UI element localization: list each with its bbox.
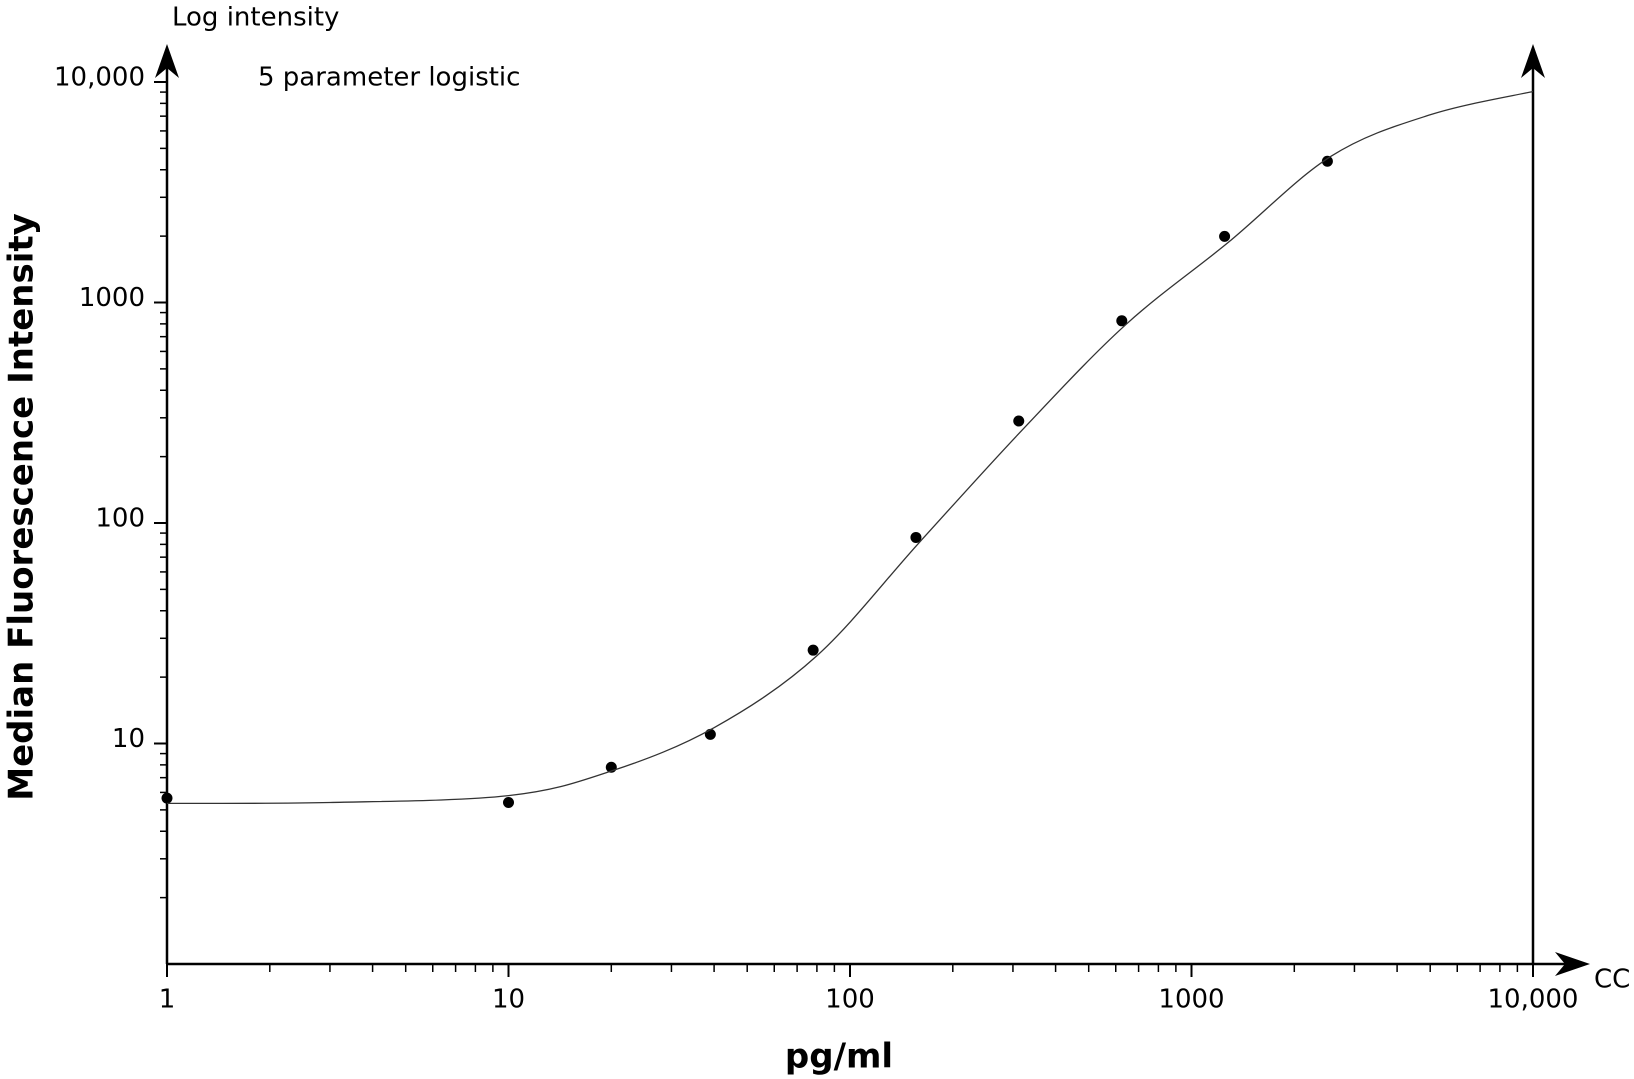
x-axis-arrow	[1555, 952, 1590, 976]
y-tick-label: 1000	[79, 283, 145, 313]
data-point	[503, 797, 514, 809]
annotation: CC	[1594, 965, 1630, 995]
annotation: Log intensity	[172, 3, 339, 33]
y-axis-arrow	[155, 44, 179, 78]
data-point	[1116, 315, 1128, 327]
y-tick-label: 10,000	[54, 63, 145, 93]
data-point	[1219, 230, 1231, 242]
fit-curve	[166, 90, 1534, 805]
x-tick-label: 10	[492, 985, 525, 1015]
x-tick-label: 1	[159, 985, 176, 1015]
data-point	[1321, 155, 1333, 167]
y-axis-title: Median Fluorescence Intensity	[2, 213, 42, 801]
annotation: 5 parameter logistic	[258, 63, 520, 93]
x-tick-label: 10,000	[1488, 985, 1579, 1015]
y-tick-label: 100	[95, 504, 145, 534]
data-point	[161, 792, 173, 804]
x-tick-label: 1000	[1158, 985, 1224, 1015]
x-tick-label: 100	[825, 985, 875, 1015]
data-point	[910, 531, 922, 543]
data-point	[704, 728, 716, 740]
x-axis-title: pg/ml	[785, 1037, 893, 1077]
data-point	[807, 644, 819, 656]
right-axis-arrow	[1521, 44, 1545, 78]
y-tick-label: 10	[112, 724, 145, 754]
data-point	[1013, 415, 1025, 427]
